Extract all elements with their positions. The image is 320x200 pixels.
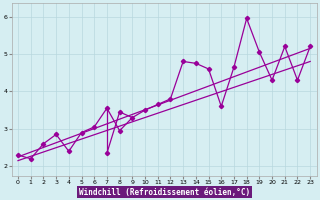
- X-axis label: Windchill (Refroidissement éolien,°C): Windchill (Refroidissement éolien,°C): [78, 188, 250, 197]
